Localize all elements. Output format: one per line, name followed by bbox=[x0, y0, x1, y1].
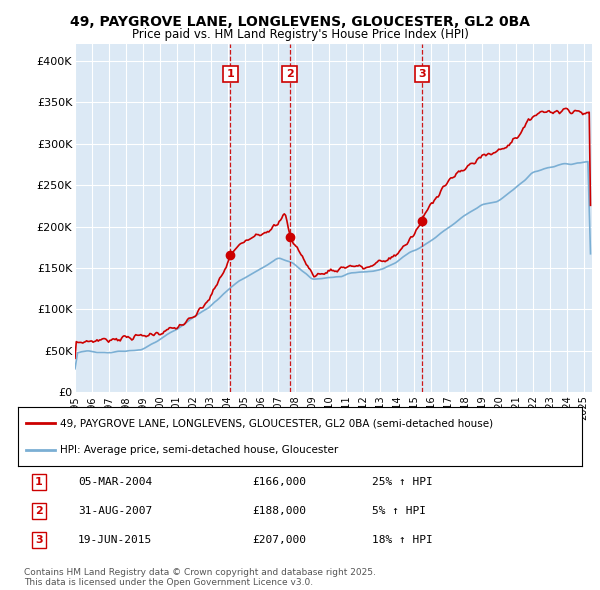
Text: 49, PAYGROVE LANE, LONGLEVENS, GLOUCESTER, GL2 0BA: 49, PAYGROVE LANE, LONGLEVENS, GLOUCESTE… bbox=[70, 15, 530, 29]
Text: £188,000: £188,000 bbox=[252, 506, 306, 516]
Text: £166,000: £166,000 bbox=[252, 477, 306, 487]
Text: 1: 1 bbox=[35, 477, 43, 487]
Text: 2: 2 bbox=[286, 69, 293, 79]
Text: 18% ↑ HPI: 18% ↑ HPI bbox=[372, 535, 433, 545]
Text: £207,000: £207,000 bbox=[252, 535, 306, 545]
Text: 2: 2 bbox=[35, 506, 43, 516]
Text: 5% ↑ HPI: 5% ↑ HPI bbox=[372, 506, 426, 516]
Text: 3: 3 bbox=[418, 69, 426, 79]
Text: 31-AUG-2007: 31-AUG-2007 bbox=[78, 506, 152, 516]
Text: 3: 3 bbox=[35, 535, 43, 545]
Text: Price paid vs. HM Land Registry's House Price Index (HPI): Price paid vs. HM Land Registry's House … bbox=[131, 28, 469, 41]
Text: 19-JUN-2015: 19-JUN-2015 bbox=[78, 535, 152, 545]
Text: HPI: Average price, semi-detached house, Gloucester: HPI: Average price, semi-detached house,… bbox=[60, 445, 338, 455]
Text: 49, PAYGROVE LANE, LONGLEVENS, GLOUCESTER, GL2 0BA (semi-detached house): 49, PAYGROVE LANE, LONGLEVENS, GLOUCESTE… bbox=[60, 418, 493, 428]
Text: 1: 1 bbox=[227, 69, 235, 79]
Text: 25% ↑ HPI: 25% ↑ HPI bbox=[372, 477, 433, 487]
Text: Contains HM Land Registry data © Crown copyright and database right 2025.
This d: Contains HM Land Registry data © Crown c… bbox=[24, 568, 376, 587]
Text: 05-MAR-2004: 05-MAR-2004 bbox=[78, 477, 152, 487]
